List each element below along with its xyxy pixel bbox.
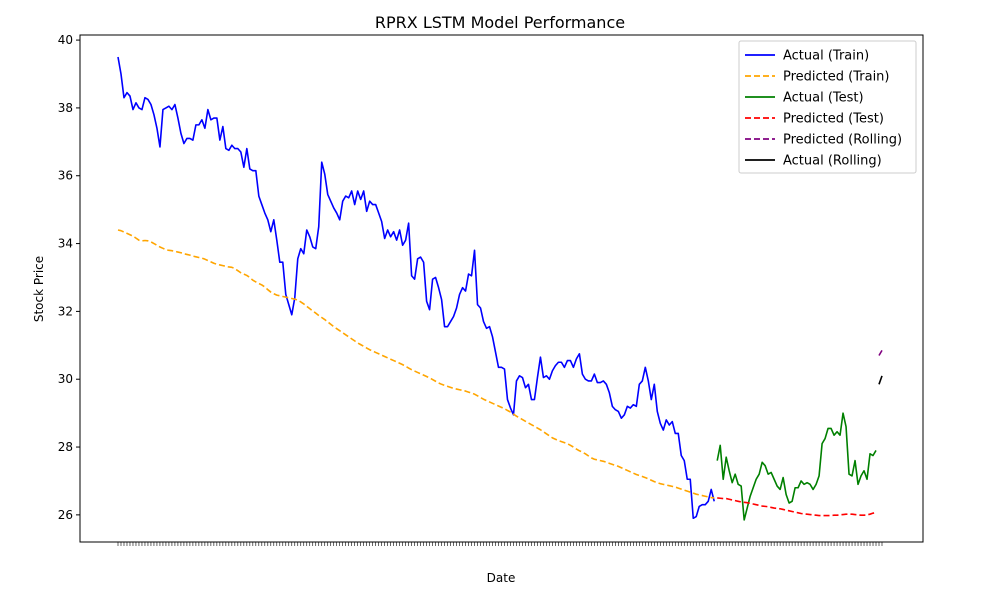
x-axis-label: Date <box>487 571 516 585</box>
legend-label: Actual (Train) <box>783 49 869 64</box>
series-line-actual-train <box>117 56 715 520</box>
series-line-actual-rolling <box>878 375 883 385</box>
chart-legend: Actual (Train) Predicted (Train) Actual (T… <box>738 40 917 174</box>
y-tick-label: 26 <box>58 508 73 522</box>
y-tick-label: 34 <box>58 237 73 251</box>
legend-label: Predicted (Train) <box>783 70 890 85</box>
y-axis-ticks: 26 28 30 32 34 36 38 40 <box>58 33 80 522</box>
y-tick-label: 36 <box>58 169 73 183</box>
x-axis-ticks <box>117 542 883 546</box>
chart-title: RPRX LSTM Model Performance <box>375 13 625 32</box>
legend-label: Predicted (Rolling) <box>783 133 902 148</box>
y-tick-label: 28 <box>58 440 73 454</box>
series-line-predicted-test <box>717 497 877 517</box>
y-axis-label: Stock Price <box>32 256 46 322</box>
y-tick-label: 40 <box>58 33 73 47</box>
series-line-predicted-rolling <box>878 349 883 356</box>
y-tick-label: 30 <box>58 372 73 386</box>
series-layer <box>117 56 883 521</box>
y-tick-label: 32 <box>58 304 73 318</box>
legend-label: Actual (Rolling) <box>783 154 882 169</box>
legend-box <box>738 40 917 174</box>
y-tick-label: 38 <box>58 101 73 115</box>
legend-label: Predicted (Test) <box>783 112 884 127</box>
series-line-predicted-train <box>117 229 715 499</box>
series-line-actual-test <box>716 412 877 521</box>
legend-label: Actual (Test) <box>783 91 864 106</box>
